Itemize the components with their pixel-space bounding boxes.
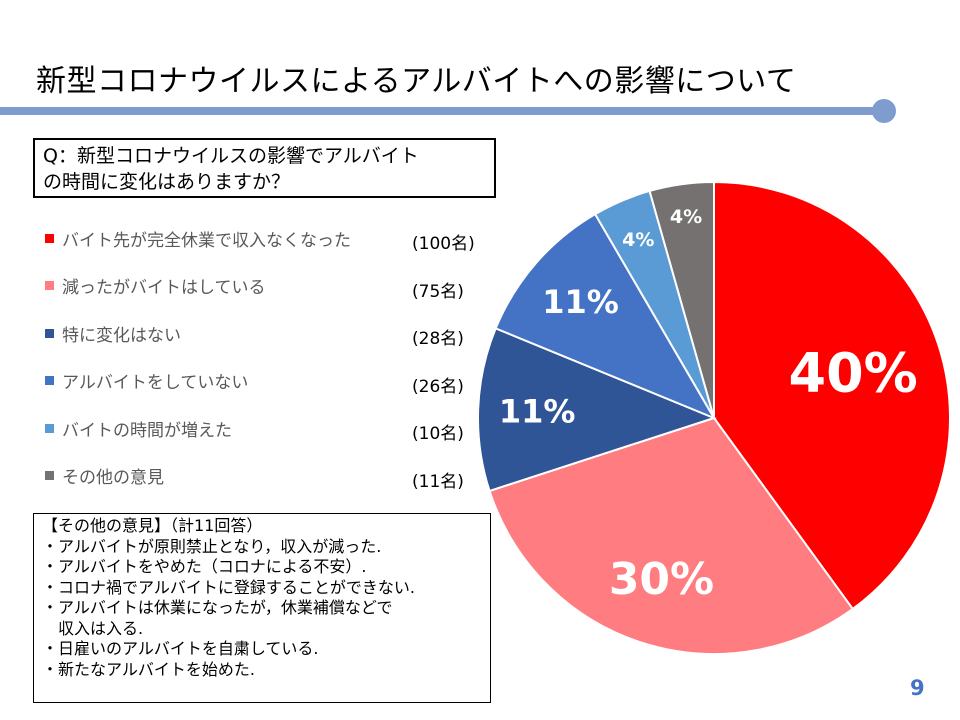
legend-label: 減ったがバイトはしている	[62, 278, 266, 298]
slice-percent-label: 4%	[622, 229, 654, 251]
title-underline	[0, 107, 880, 115]
other-opinions-box: 【その他の意見】（計11回答） ・アルバイトが原則禁止となり，収入が減った. ・ア…	[33, 513, 491, 703]
other-opinion-item: ・コロナ禍でアルバイトに登録することができない.	[42, 577, 415, 597]
slice-percent-label: 40%	[789, 341, 918, 404]
legend-swatch	[45, 233, 54, 243]
pie-slice	[477, 327, 717, 493]
other-opinions-heading: 【その他の意見】（計11回答）	[42, 516, 263, 535]
pie-slice	[648, 180, 715, 419]
slide-title: 新型コロナウイルスによるアルバイトへの影響について	[36, 64, 797, 99]
pie-slice	[494, 212, 717, 421]
legend-label: バイトの時間が増えた	[62, 420, 232, 441]
other-opinion-item: ・アルバイトは休業になったが，休業補償などで	[42, 598, 393, 617]
legend-label: バイト先が完全休業で収入なくなった	[62, 230, 351, 251]
question-line-1: Q：新型コロナウイルスの影響でアルバイト	[43, 145, 419, 167]
other-opinion-item: ・日雇いのアルバイトを自粛している.	[42, 639, 319, 658]
legend-swatch	[45, 423, 54, 433]
other-opinion-item: 収入は入る.	[42, 618, 144, 638]
other-opinion-item: ・アルバイトが原則禁止となり，収入が減った.	[42, 536, 382, 556]
slice-percent-label: 30%	[609, 554, 714, 605]
question-line-2: の時間に変化はありますか？	[43, 171, 291, 193]
legend-item: 減ったがバイトはしている	[45, 274, 266, 298]
legend-label: アルバイトをしていない	[62, 373, 249, 393]
legend-count: (75名)	[412, 281, 464, 302]
other-opinion-item: ・アルバイトをやめた（コロナによる不安）.	[42, 557, 367, 576]
legend-label: 特に変化はない	[62, 325, 181, 346]
other-opinion-item: ・新たなアルバイトを始めた.	[42, 659, 255, 679]
legend-label: その他の意見	[62, 468, 164, 488]
pie-slice	[488, 416, 855, 655]
legend-swatch	[45, 376, 54, 385]
legend-item: バイトの時間が増えた	[45, 416, 232, 441]
slice-percent-label: 11%	[542, 283, 619, 321]
question-box: Q：新型コロナウイルスの影響でアルバイト の時間に変化はありますか？	[33, 138, 496, 198]
pie-slice	[713, 180, 951, 611]
title-underline-dot	[872, 99, 896, 123]
slice-percent-label: 4%	[670, 206, 702, 228]
legend-count: (28名)	[412, 329, 464, 349]
legend-count: (26名)	[412, 376, 464, 397]
legend-swatch	[45, 281, 54, 290]
legend-swatch	[45, 471, 54, 480]
legend-item: その他の意見	[45, 464, 164, 488]
page-number: 9	[910, 676, 925, 700]
legend-swatch	[45, 328, 54, 338]
legend-item: バイト先が完全休業で収入なくなった	[45, 226, 351, 251]
legend-count: (11名)	[412, 471, 464, 492]
legend-item: アルバイトをしていない	[45, 369, 248, 393]
legend-item: 特に変化はない	[45, 321, 181, 346]
legend-count: (100名)	[412, 234, 475, 254]
legend-count: (10名)	[412, 424, 464, 444]
slice-percent-label: 11%	[499, 392, 576, 430]
